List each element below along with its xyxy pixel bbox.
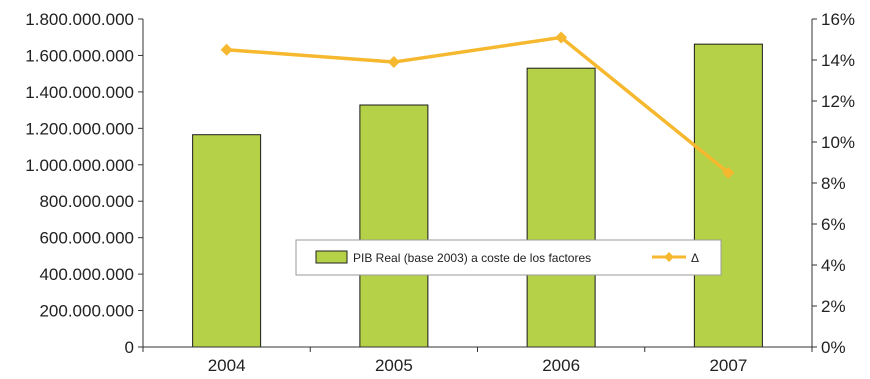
bars-layer	[192, 43, 763, 348]
delta-line	[224, 35, 731, 175]
left-axis-tick-label: 400.000.000	[39, 265, 134, 284]
legend-swatch-marker	[664, 252, 674, 262]
x-axis-tick-label: 2004	[208, 356, 246, 375]
left-axis-tick-label: 0	[125, 338, 134, 357]
delta-marker-2005	[387, 56, 400, 69]
left-axis-tick-label: 1.200.000.000	[25, 119, 134, 138]
legend-swatch-bar	[315, 250, 348, 264]
line-layer	[220, 31, 735, 179]
right-axis-tick-label: 4%	[821, 256, 846, 275]
x-axis-tick-label: 2006	[542, 356, 580, 375]
left-axis-tick-label: 1.600.000.000	[25, 46, 134, 65]
right-axis-tick-label: 14%	[821, 51, 855, 70]
axes-layer: 0 200.000.000 400.000.000 600.000.000 800.00…	[25, 10, 855, 375]
x-axis-tick-label: 2005	[375, 356, 413, 375]
legend-box	[295, 239, 722, 276]
x-axis-tick-label: 2007	[709, 356, 747, 375]
right-axis-tick-label: 0%	[821, 338, 846, 357]
bar-2004	[192, 134, 262, 348]
right-axis-tick-label: 16%	[821, 10, 855, 29]
left-axis-tick-label: 800.000.000	[39, 192, 134, 211]
left-axis-tick-label: 200.000.000	[39, 302, 134, 321]
right-axis-tick-label: 2%	[821, 297, 846, 316]
bar-2005	[359, 104, 429, 348]
right-axis-tick-label: 8%	[821, 174, 846, 193]
legend: PIB Real (base 2003) a coste de los fact…	[295, 239, 722, 276]
left-axis-tick-label: 600.000.000	[39, 229, 134, 248]
right-axis-tick-label: 6%	[821, 215, 846, 234]
right-axis-tick-label: 12%	[821, 92, 855, 111]
left-axis-tick-label: 1.800.000.000	[25, 10, 134, 29]
bar-2006	[526, 67, 596, 348]
bar-2007	[693, 43, 763, 348]
delta-marker-2004	[220, 43, 233, 56]
right-axis-tick-label: 10%	[821, 133, 855, 152]
delta-marker-2007	[722, 166, 735, 179]
left-axis-tick-label: 1.400.000.000	[25, 83, 134, 102]
left-axis-tick-label: 1.000.000.000	[25, 156, 134, 175]
delta-marker-2006	[555, 31, 568, 44]
legend-label-line: Δ	[691, 251, 699, 265]
legend-label-bar: PIB Real (base 2003) a coste de los fact…	[353, 251, 591, 265]
